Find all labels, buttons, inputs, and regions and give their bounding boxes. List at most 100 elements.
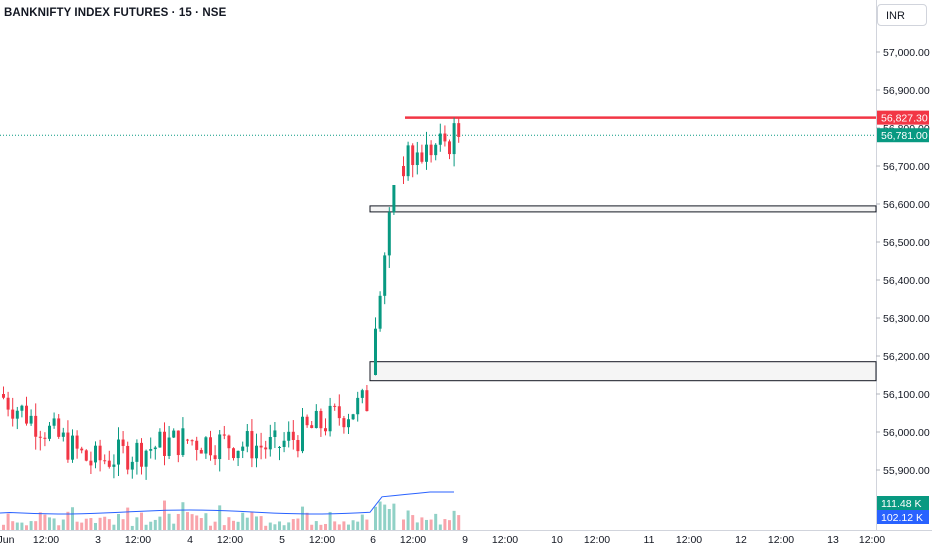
volume-bar <box>342 521 346 530</box>
candle-body <box>241 446 245 451</box>
volume-bar <box>347 524 350 530</box>
candle-body <box>52 418 56 426</box>
candle-body <box>406 145 410 177</box>
zone-rect <box>369 205 877 213</box>
candle-body <box>186 439 189 441</box>
candle-body <box>387 212 391 256</box>
volume-bar <box>71 507 74 530</box>
volume-bar <box>448 520 451 530</box>
candle-body <box>278 446 281 448</box>
volume-bar <box>365 519 369 530</box>
candle-body <box>360 390 364 398</box>
volume-bar <box>374 506 377 530</box>
volume-bar <box>103 516 107 530</box>
y-tick-label: 55,900.00 <box>883 465 930 477</box>
volume-bar <box>94 522 97 530</box>
candle-body <box>117 439 120 465</box>
resistance-price-label: 56,827.30 <box>881 113 928 125</box>
y-tick-label: 56,600.00 <box>883 199 930 211</box>
volume-bar <box>434 513 438 530</box>
volume-bar <box>48 517 51 530</box>
volume-bar <box>186 512 189 530</box>
candle-body <box>438 133 442 145</box>
volume-bar <box>268 522 272 530</box>
candle-body <box>25 405 28 424</box>
y-tick-label: 56,000.00 <box>883 427 930 439</box>
volume-bar <box>80 522 84 530</box>
currency-button[interactable]: INR <box>877 4 927 26</box>
candle-body <box>429 144 433 156</box>
volume-bar <box>84 518 88 530</box>
candle-body <box>218 434 222 460</box>
candle-body <box>227 435 231 449</box>
volume-bar <box>135 517 139 530</box>
volume-bar <box>250 511 254 530</box>
volume-bar <box>209 525 212 530</box>
volume-bar <box>218 505 222 530</box>
volume-bar <box>167 513 171 530</box>
candle-body <box>452 123 456 155</box>
candle-body <box>365 390 369 412</box>
candle-body <box>71 435 74 460</box>
volume-bar <box>204 513 208 530</box>
candle-body <box>255 445 258 459</box>
candle-body <box>305 416 309 426</box>
candle-body <box>190 440 194 442</box>
candle-body <box>204 437 208 454</box>
x-tick-label: 12:00 <box>492 534 518 546</box>
volume-bar <box>411 515 415 530</box>
candle-body <box>282 440 286 447</box>
volume-bar <box>333 521 337 530</box>
x-tick-label: 12 <box>735 534 747 546</box>
candle-body <box>319 410 323 429</box>
candle-body <box>264 447 268 450</box>
volume-bar <box>328 511 332 530</box>
volume-bar <box>163 500 166 530</box>
x-tick-label: 12:00 <box>768 534 794 546</box>
volume-bar <box>199 518 203 530</box>
volume-bar <box>378 501 382 530</box>
candle-body <box>153 447 157 450</box>
volume-bar <box>190 514 194 530</box>
candle-body <box>126 445 130 470</box>
volume-bar <box>66 511 70 530</box>
candle-body <box>80 448 84 451</box>
x-tick-label: 12:00 <box>217 534 243 546</box>
y-tick-label: 56,200.00 <box>883 351 930 363</box>
volume-bar <box>305 512 309 530</box>
candle-body <box>434 144 438 156</box>
volume-bar <box>11 521 15 530</box>
volume-bar <box>241 512 245 530</box>
candle-body <box>43 437 47 439</box>
x-tick-label: 12:00 <box>400 534 426 546</box>
volume-bar <box>222 525 226 530</box>
y-tick-label: 57,000.00 <box>883 47 930 59</box>
volume-bar <box>255 516 258 530</box>
candle-body <box>29 415 33 424</box>
candle-body <box>11 409 15 419</box>
volume-bar <box>282 525 286 530</box>
last-price-label-bg <box>877 128 929 143</box>
volume-bar <box>232 520 235 530</box>
volume-bar <box>98 517 102 530</box>
candle-body <box>324 428 327 432</box>
last-price-label: 56,781.00 <box>881 130 928 142</box>
candle-body <box>130 461 134 470</box>
volume-bar <box>457 515 461 530</box>
candle-body <box>75 435 79 449</box>
volume-bar <box>38 512 42 530</box>
candle-body <box>222 434 226 436</box>
candle-body <box>140 442 143 467</box>
x-tick-label: 12:00 <box>33 534 59 546</box>
candle-body <box>383 255 387 296</box>
volume-bar <box>356 521 360 530</box>
volume-bar <box>57 525 61 530</box>
candle-body <box>392 185 396 213</box>
volume-bar <box>259 516 263 530</box>
volume-bar <box>29 521 33 530</box>
candle-body <box>163 431 166 456</box>
candle-body <box>20 405 24 411</box>
chart-title: BANKNIFTY INDEX FUTURES · 15 · NSE <box>4 7 227 19</box>
